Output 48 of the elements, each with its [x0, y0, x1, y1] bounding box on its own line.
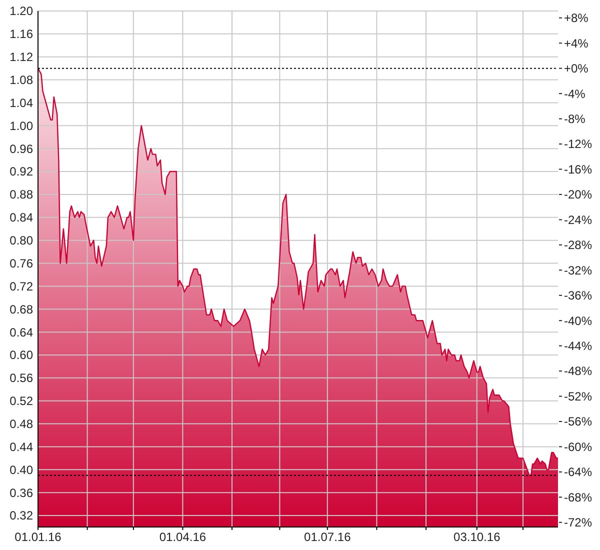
- y2-tick-label: -20%: [564, 188, 592, 202]
- x-tick-label: 01.01.16: [14, 530, 62, 544]
- y-tick-label: 0.76: [10, 256, 34, 270]
- y2-tick-label: -4%: [564, 86, 586, 101]
- y-tick-label: 0.64: [10, 325, 34, 340]
- y-tick-label: 0.88: [10, 188, 34, 202]
- y-tick-label: 0.80: [10, 234, 34, 248]
- y2-tick-label: -16%: [564, 162, 592, 176]
- y-tick-label: 1.12: [10, 50, 34, 64]
- y2-tick-label: -40%: [564, 314, 592, 328]
- y-tick-label: 0.44: [10, 440, 34, 454]
- y-tick-label: 1.16: [10, 27, 34, 42]
- y2-tick-label: -32%: [564, 263, 592, 278]
- y2-tick-label: -60%: [564, 440, 592, 454]
- y2-tick-label: -64%: [564, 465, 592, 480]
- y2-tick-label: -44%: [564, 339, 592, 354]
- y-tick-label: 0.60: [10, 348, 34, 362]
- y-tick-label: 0.92: [10, 164, 34, 179]
- y-tick-label: 0.32: [10, 508, 34, 523]
- y-tick-label: 0.84: [10, 210, 34, 225]
- y-tick-label: 0.36: [10, 486, 34, 500]
- y-tick-label: 0.40: [10, 462, 34, 477]
- y2-tick-label: -56%: [564, 414, 592, 429]
- y-tick-label: 0.68: [10, 302, 34, 316]
- y2-tick-label: +8%: [564, 11, 589, 26]
- y-tick-label: 0.96: [10, 142, 34, 156]
- x-tick-label: 01.07.16: [304, 530, 352, 544]
- y-tick-label: 0.52: [10, 394, 34, 408]
- y2-tick-label: -12%: [564, 137, 592, 152]
- x-tick-label: 03.10.16: [454, 530, 501, 544]
- y-tick-label: 0.56: [10, 371, 34, 386]
- y2-tick-label: -72%: [564, 516, 592, 530]
- y-tick-label: 0.72: [10, 279, 34, 294]
- y-tick-label: 1.04: [10, 96, 34, 110]
- y-tick-label: 0.48: [10, 417, 34, 431]
- y2-tick-label: -52%: [564, 389, 592, 404]
- x-tick-label: 01.04.16: [159, 530, 206, 544]
- y2-tick-label: +4%: [564, 36, 589, 50]
- y2-tick-label: -68%: [564, 490, 592, 504]
- y2-tick-label: -8%: [564, 112, 586, 126]
- y2-tick-label: -28%: [564, 238, 592, 252]
- y-tick-label: 1.20: [10, 4, 34, 18]
- y2-tick-label: -24%: [564, 212, 592, 227]
- y-tick-label: 1.00: [10, 118, 34, 133]
- y2-tick-label: -36%: [564, 288, 592, 303]
- y2-tick-label: +0%: [564, 62, 589, 76]
- y2-tick-label: -48%: [564, 364, 592, 378]
- y-tick-label: 1.08: [10, 73, 34, 87]
